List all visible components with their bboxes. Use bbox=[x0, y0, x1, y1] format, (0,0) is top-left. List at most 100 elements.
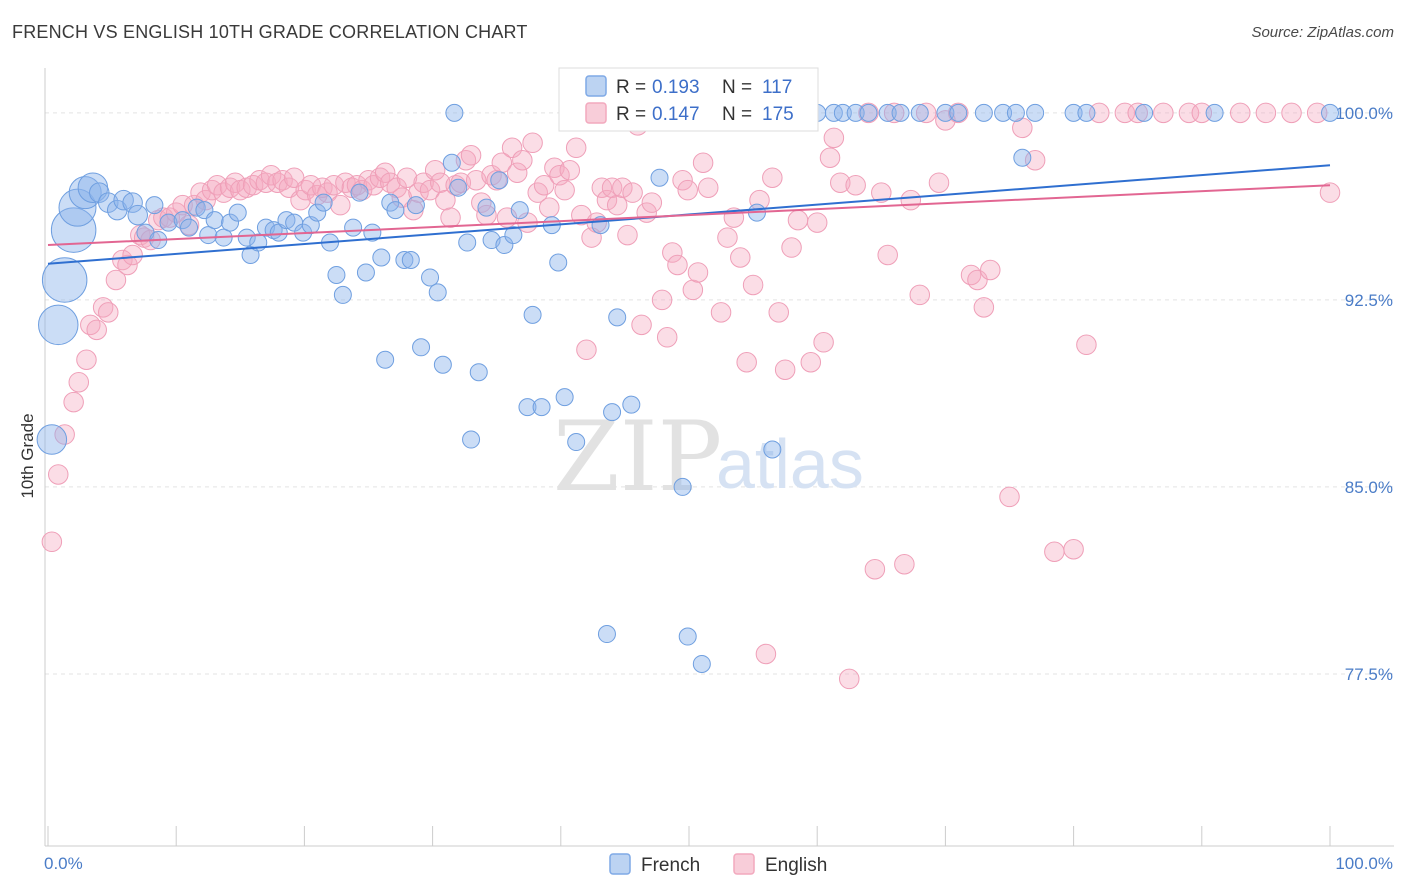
english-point bbox=[651, 289, 673, 311]
french-point bbox=[228, 203, 247, 222]
french-point bbox=[1026, 103, 1045, 122]
french-point bbox=[549, 253, 568, 272]
french-point bbox=[567, 433, 586, 452]
english-point bbox=[692, 152, 714, 174]
english-point bbox=[845, 174, 866, 196]
english-point bbox=[813, 332, 834, 353]
french-point bbox=[673, 477, 692, 496]
stats-legend: R = 0.193 N = 117 R = 0.147 N = 175 bbox=[558, 67, 819, 132]
french-legend-swatch bbox=[585, 75, 607, 97]
english-point bbox=[122, 244, 143, 266]
x-ticks: 0.0% 100.0% bbox=[44, 826, 1393, 873]
english-point bbox=[883, 102, 905, 124]
french-point bbox=[314, 193, 333, 212]
french-r-value: 0.193 bbox=[652, 77, 700, 98]
english-point bbox=[1306, 102, 1328, 124]
english-point bbox=[687, 262, 709, 283]
french-point bbox=[199, 226, 218, 245]
english-trend-line bbox=[47, 184, 1331, 247]
english-point bbox=[717, 227, 738, 248]
french-point bbox=[36, 424, 68, 455]
english-point bbox=[1088, 102, 1110, 124]
french-point bbox=[608, 308, 627, 327]
chart-title: FRENCH VS ENGLISH 10TH GRADE CORRELATION… bbox=[12, 22, 528, 42]
english-point bbox=[823, 127, 845, 149]
english-point bbox=[544, 157, 565, 178]
french-point bbox=[994, 103, 1013, 122]
english-point bbox=[973, 297, 995, 318]
english-point bbox=[435, 189, 456, 211]
english-point bbox=[48, 464, 69, 485]
y-tick-label: 77.5% bbox=[1345, 665, 1393, 684]
english-point bbox=[117, 254, 138, 276]
french-point bbox=[376, 350, 395, 369]
y-tick-label: 85.0% bbox=[1345, 478, 1393, 497]
french-point bbox=[237, 228, 256, 247]
french-point bbox=[386, 201, 405, 220]
english-point bbox=[612, 177, 633, 198]
english-point bbox=[755, 643, 777, 665]
english-point bbox=[787, 209, 809, 231]
english-point bbox=[1044, 541, 1065, 563]
french-point bbox=[344, 218, 363, 237]
french-point bbox=[532, 398, 551, 417]
english-point bbox=[255, 172, 277, 193]
english-point bbox=[1076, 334, 1097, 356]
english-point bbox=[506, 162, 528, 183]
english-point bbox=[858, 102, 879, 124]
french-point bbox=[41, 257, 88, 303]
english-point bbox=[41, 531, 63, 553]
french-n-value: 117 bbox=[762, 77, 792, 98]
y-tick-labels: 100.0% 92.5% 85.0% 77.5% bbox=[1335, 104, 1393, 684]
english-point bbox=[682, 279, 704, 301]
french-point bbox=[412, 338, 431, 357]
english-point bbox=[471, 192, 492, 213]
english-point bbox=[1230, 102, 1251, 124]
english-point bbox=[559, 159, 581, 181]
french-r-label: R = bbox=[616, 77, 646, 98]
french-point bbox=[145, 196, 164, 215]
x-tick-label: 0.0% bbox=[44, 854, 83, 873]
french-point bbox=[372, 248, 391, 267]
english-point bbox=[105, 269, 127, 291]
english-point bbox=[267, 172, 288, 193]
english-point bbox=[662, 242, 683, 263]
french-point bbox=[1077, 103, 1096, 122]
french-point bbox=[98, 192, 119, 213]
french-point bbox=[433, 355, 452, 374]
english-points bbox=[41, 102, 1341, 690]
english-point bbox=[330, 194, 351, 216]
french-point bbox=[308, 203, 327, 222]
y-tick-label: 100.0% bbox=[1335, 104, 1393, 123]
english-point bbox=[54, 424, 75, 445]
english-point bbox=[617, 224, 638, 246]
english-n-value: 175 bbox=[762, 104, 794, 125]
english-point bbox=[768, 302, 789, 323]
french-point bbox=[221, 213, 240, 232]
french-point bbox=[1013, 148, 1032, 167]
french-point bbox=[518, 398, 537, 417]
french-point bbox=[428, 283, 447, 302]
english-point bbox=[819, 147, 841, 169]
french-point bbox=[462, 430, 481, 449]
chart-source: Source: ZipAtlas.com bbox=[1251, 24, 1394, 41]
english-r-label: R = bbox=[616, 104, 646, 125]
french-point bbox=[159, 213, 178, 232]
french-point bbox=[510, 201, 529, 220]
watermark-atlas: atlas bbox=[716, 425, 864, 503]
french-point bbox=[910, 103, 929, 122]
french-series-label: French bbox=[641, 855, 700, 876]
english-point bbox=[980, 259, 1001, 281]
english-point bbox=[522, 132, 543, 154]
french-n-label: N = bbox=[722, 77, 752, 98]
english-point bbox=[710, 302, 732, 323]
english-point bbox=[839, 668, 860, 690]
x-tick-label: 100.0% bbox=[1335, 854, 1393, 873]
french-point bbox=[692, 654, 711, 673]
english-point bbox=[396, 167, 418, 188]
english-point bbox=[224, 172, 246, 193]
english-point bbox=[601, 177, 623, 198]
french-point bbox=[458, 233, 477, 252]
english-point bbox=[86, 319, 107, 341]
